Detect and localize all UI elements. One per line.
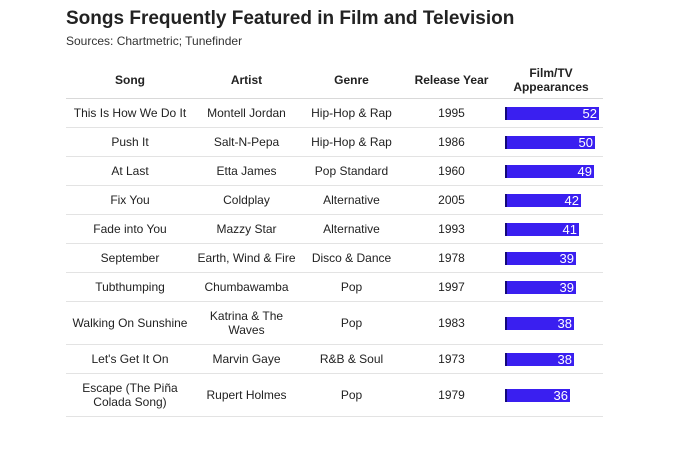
song-cell: Let's Get It On — [66, 344, 194, 374]
songs-table: Song Artist Genre Release Year Film/TV A… — [66, 62, 603, 417]
genre-cell: Pop — [299, 272, 404, 302]
appearances-value-label: 36 — [553, 387, 568, 403]
column-header-appearances: Film/TV Appearances — [499, 62, 603, 99]
artist-cell: Salt-N-Pepa — [194, 127, 299, 157]
genre-cell: R&B & Soul — [299, 344, 404, 374]
appearances-bar: 52 — [505, 105, 599, 121]
table-row: September Earth, Wind & Fire Disco & Dance… — [66, 243, 603, 273]
appearances-bar: 38 — [505, 351, 574, 367]
table-row: This Is How We Do It Montell Jordan Hip-Ho… — [66, 98, 603, 128]
appearances-bar: 39 — [505, 279, 576, 295]
artist-cell: Earth, Wind & Fire — [194, 243, 299, 273]
genre-cell: Hip-Hop & Rap — [299, 98, 404, 128]
table-row: Let's Get It On Marvin Gaye R&B & Soul 1973… — [66, 344, 603, 374]
appearances-value-label: 39 — [559, 250, 574, 266]
chart-subtitle: Sources: Chartmetric; Tunefinder — [66, 34, 243, 48]
appearances-value-label: 50 — [578, 134, 593, 150]
table-row: Fade into You Mazzy Star Alternative 1993 41 — [66, 214, 603, 244]
appearances-cell: 41 — [499, 214, 603, 244]
release-year-cell: 1986 — [404, 127, 499, 157]
release-year-cell: 1973 — [404, 344, 499, 374]
genre-cell: Alternative — [299, 214, 404, 244]
table-row: Tubthumping Chumbawamba Pop 1997 39 — [66, 272, 603, 302]
appearances-value-label: 38 — [557, 351, 572, 367]
song-cell: Fix You — [66, 185, 194, 215]
genre-cell: Hip-Hop & Rap — [299, 127, 404, 157]
artist-cell: Montell Jordan — [194, 98, 299, 128]
appearances-bar: 38 — [505, 315, 574, 331]
appearances-cell: 36 — [499, 373, 603, 417]
appearances-cell: 42 — [499, 185, 603, 215]
column-header-song: Song — [66, 62, 194, 99]
appearances-value-label: 39 — [559, 279, 574, 295]
release-year-cell: 1960 — [404, 156, 499, 186]
appearances-cell: 38 — [499, 301, 603, 345]
release-year-cell: 1997 — [404, 272, 499, 302]
appearances-bar: 50 — [505, 134, 595, 150]
song-cell: At Last — [66, 156, 194, 186]
song-cell: September — [66, 243, 194, 273]
artist-cell: Mazzy Star — [194, 214, 299, 244]
appearances-value-label: 49 — [577, 163, 592, 179]
appearances-cell: 49 — [499, 156, 603, 186]
release-year-cell: 2005 — [404, 185, 499, 215]
chart-title: Songs Frequently Featured in Film and Te… — [66, 8, 515, 29]
artist-cell: Rupert Holmes — [194, 373, 299, 417]
genre-cell: Alternative — [299, 185, 404, 215]
column-header-artist: Artist — [194, 62, 299, 99]
song-cell: Escape (The Piña Colada Song) — [66, 373, 194, 417]
appearances-cell: 39 — [499, 272, 603, 302]
table-row: Push It Salt-N-Pepa Hip-Hop & Rap 1986 50 — [66, 127, 603, 157]
table-row: Fix You Coldplay Alternative 2005 42 — [66, 185, 603, 215]
artist-cell: Etta James — [194, 156, 299, 186]
song-cell: This Is How We Do It — [66, 98, 194, 128]
appearances-cell: 52 — [499, 98, 603, 128]
release-year-cell: 1993 — [404, 214, 499, 244]
artist-cell: Coldplay — [194, 185, 299, 215]
appearances-cell: 38 — [499, 344, 603, 374]
release-year-cell: 1983 — [404, 301, 499, 345]
header-row: Song Artist Genre Release Year Film/TV A… — [66, 62, 603, 99]
appearances-cell: 50 — [499, 127, 603, 157]
appearances-bar: 49 — [505, 163, 594, 179]
appearances-value-label: 41 — [562, 221, 577, 237]
column-header-genre: Genre — [299, 62, 404, 99]
appearances-bar: 36 — [505, 387, 570, 403]
table-row: Escape (The Piña Colada Song) Rupert Holm… — [66, 373, 603, 417]
release-year-cell: 1979 — [404, 373, 499, 417]
appearances-bar: 39 — [505, 250, 576, 266]
genre-cell: Pop Standard — [299, 156, 404, 186]
song-cell: Walking On Sunshine — [66, 301, 194, 345]
artist-cell: Marvin Gaye — [194, 344, 299, 374]
table-row: At Last Etta James Pop Standard 1960 49 — [66, 156, 603, 186]
appearances-cell: 39 — [499, 243, 603, 273]
appearances-bar: 41 — [505, 221, 579, 237]
release-year-cell: 1995 — [404, 98, 499, 128]
table-row: Walking On Sunshine Katrina & The Waves Po… — [66, 301, 603, 345]
genre-cell: Disco & Dance — [299, 243, 404, 273]
genre-cell: Pop — [299, 301, 404, 345]
column-header-release-year: Release Year — [404, 62, 499, 99]
song-cell: Push It — [66, 127, 194, 157]
song-cell: Fade into You — [66, 214, 194, 244]
appearances-bar: 42 — [505, 192, 581, 208]
appearances-value-label: 52 — [582, 105, 597, 121]
appearances-value-label: 42 — [564, 192, 579, 208]
release-year-cell: 1978 — [404, 243, 499, 273]
artist-cell: Katrina & The Waves — [194, 301, 299, 345]
song-cell: Tubthumping — [66, 272, 194, 302]
artist-cell: Chumbawamba — [194, 272, 299, 302]
table-body: This Is How We Do It Montell Jordan Hip-Ho… — [66, 98, 603, 417]
appearances-value-label: 38 — [557, 315, 572, 331]
genre-cell: Pop — [299, 373, 404, 417]
